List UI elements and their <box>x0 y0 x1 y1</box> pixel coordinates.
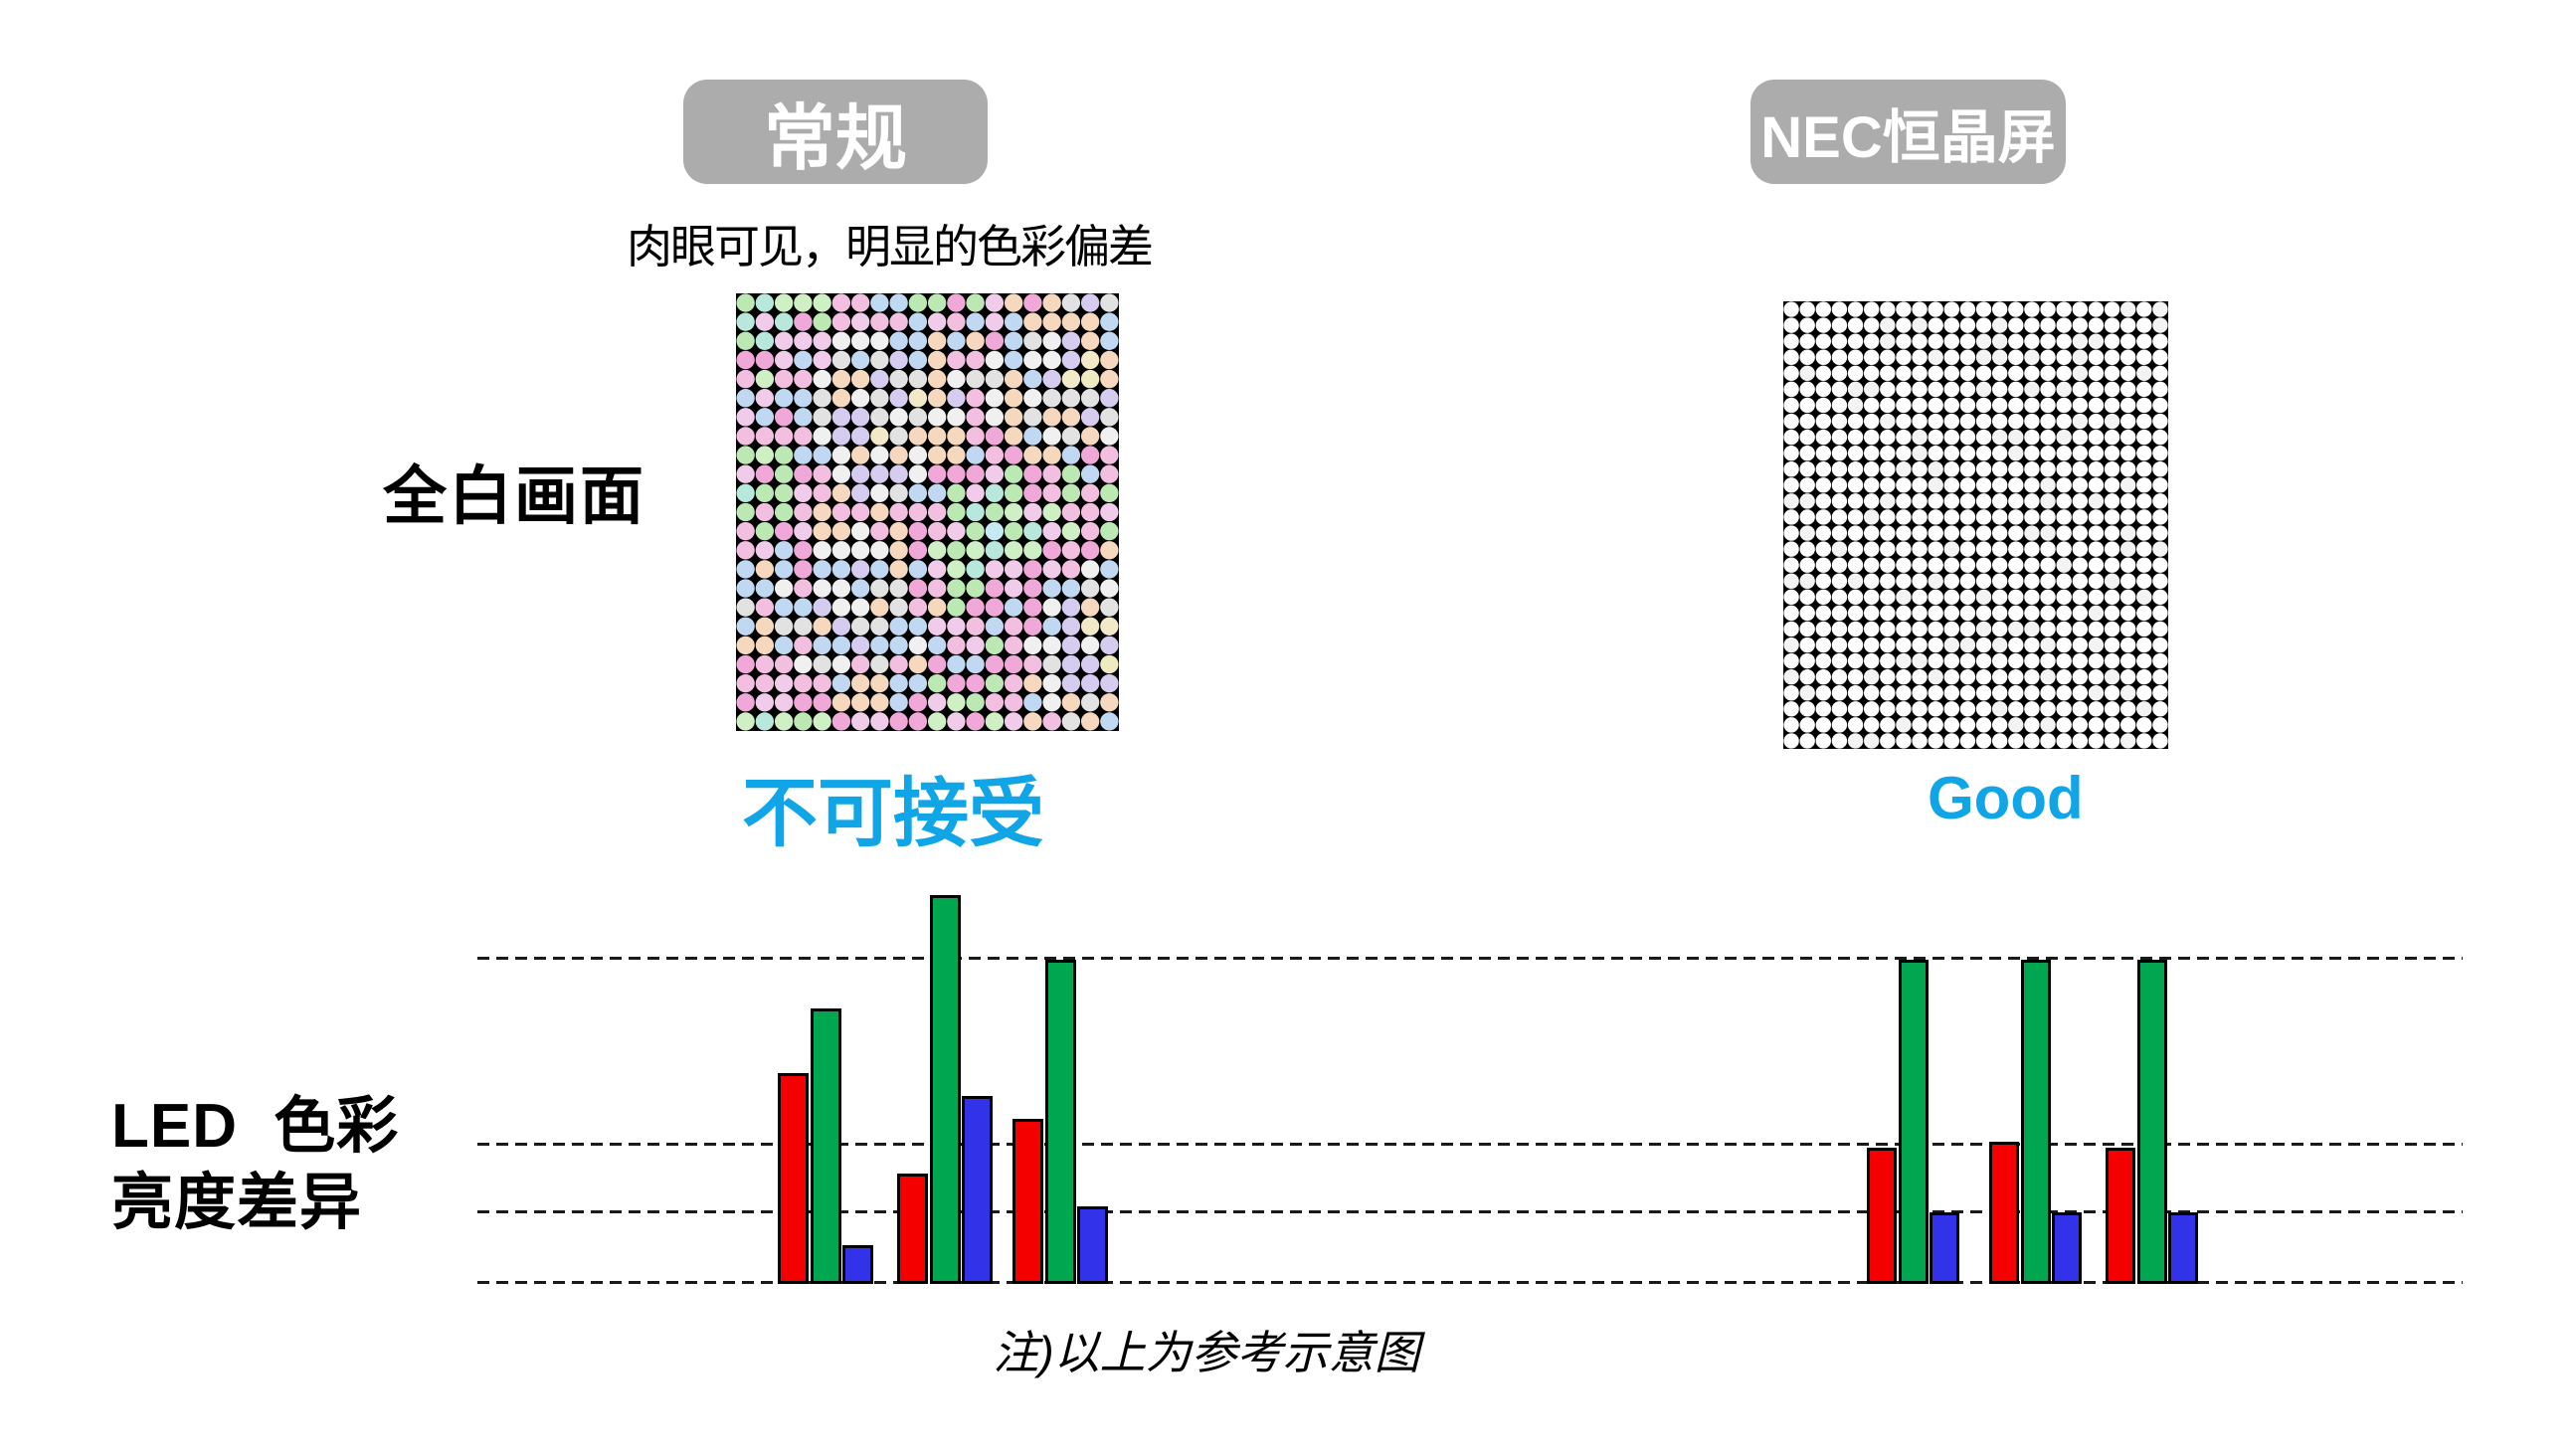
conventional-bar-r-2 <box>897 1174 928 1284</box>
header-badge-nec: NEC恒晶屏 <box>1750 80 2066 184</box>
header-badge-nec-label: NEC恒晶屏 <box>1760 104 2056 170</box>
dashed-gridline-0 <box>477 957 2463 960</box>
led-dot-grid <box>736 293 1119 731</box>
nec-bar-g-1 <box>1898 960 1929 1284</box>
color-deviation-caption: 肉眼可见，明显的色彩偏差 <box>627 221 1154 273</box>
nec-bar-g-3 <box>2136 960 2167 1284</box>
verdict-nec: Good <box>1928 765 2084 831</box>
header-badge-conventional-label: 常规 <box>763 99 907 179</box>
led-matrix-nec <box>1783 301 2168 749</box>
nec-bar-r-2 <box>1989 1142 2019 1284</box>
conventional-bar-g-1 <box>810 1008 841 1284</box>
nec-bar-b-3 <box>2168 1212 2198 1284</box>
conventional-bar-b-3 <box>1077 1206 1108 1284</box>
row-label-white-screen: 全白画面 <box>383 460 645 532</box>
conventional-bar-g-3 <box>1044 960 1076 1284</box>
row-label-led-brightness: LED 色彩 亮度差异 <box>111 1088 399 1241</box>
verdict-conventional: 不可接受 <box>742 772 1044 856</box>
conventional-bar-b-1 <box>842 1245 873 1284</box>
nec-bar-g-2 <box>2020 960 2051 1284</box>
led-matrix-conventional <box>736 293 1119 731</box>
conventional-bar-b-2 <box>962 1096 993 1284</box>
footnote: 注)以上为参考示意图 <box>993 1327 1420 1378</box>
row-label-led-line1: LED 色彩 <box>111 1092 400 1161</box>
nec-bar-r-3 <box>2106 1148 2135 1284</box>
conventional-bar-r-1 <box>778 1073 809 1284</box>
dashed-gridline-3 <box>477 1281 2463 1284</box>
nec-bar-r-1 <box>1867 1148 1897 1284</box>
nec-bar-b-1 <box>1930 1212 1959 1284</box>
nec-bar-b-2 <box>2052 1212 2082 1284</box>
dashed-gridline-1 <box>477 1143 2463 1146</box>
dashed-gridline-2 <box>477 1210 2463 1213</box>
conventional-bar-g-2 <box>929 895 961 1284</box>
row-label-led-line2: 亮度差异 <box>111 1169 363 1237</box>
header-badge-conventional: 常规 <box>683 80 988 184</box>
led-dot-grid <box>1783 301 2168 749</box>
conventional-bar-r-3 <box>1012 1119 1043 1284</box>
